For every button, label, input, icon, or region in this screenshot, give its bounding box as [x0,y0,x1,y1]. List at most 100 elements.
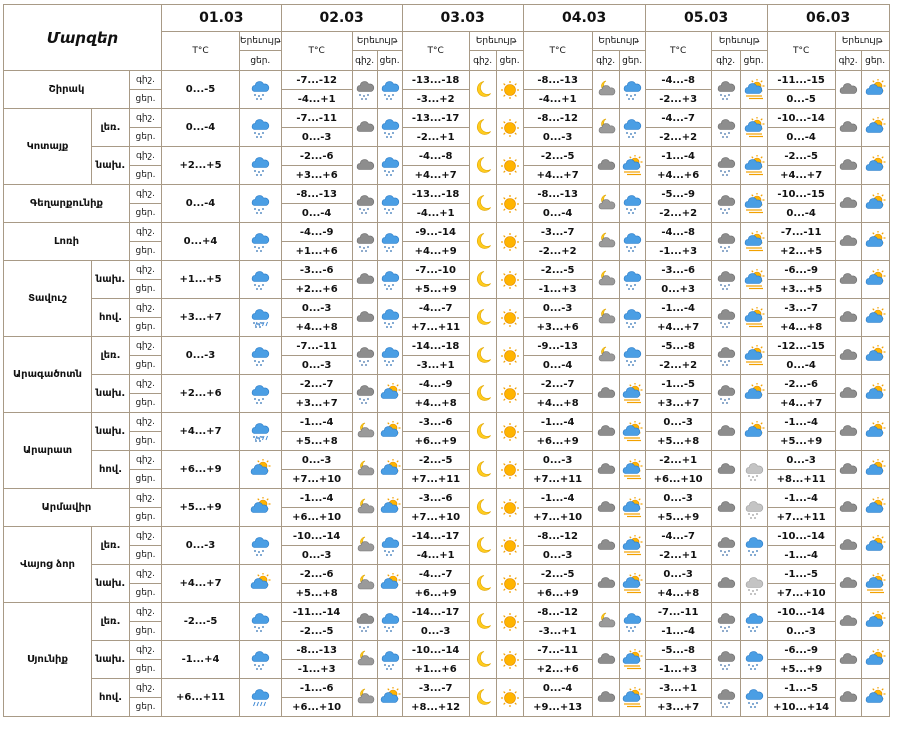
sun-cloud-wind-icon [618,412,646,451]
sun-cloud-icon [860,640,890,679]
temperature-night: -4...-8 [644,70,712,90]
moon-cloud-icon [351,564,378,603]
cloud-light-icon [739,450,768,489]
time-of-day: գիշ. [129,678,162,698]
temperature-day: +1...+6 [280,241,353,261]
sun-icon [495,146,524,185]
snow-cloud-icon [376,336,403,375]
moon-icon [468,336,497,375]
cloud-light-icon [739,488,768,527]
forecast-table: Մարզեր 01.03 02.03 03.03 04.03 05.03 06.03 T°C Ե… [3,4,890,717]
temperature-day: -2...+2 [644,127,712,147]
moon-cloud-icon [591,260,620,299]
sun-icon [495,184,524,223]
sun-cloud-icon [860,146,890,185]
temperature-night: -9...-14 [401,222,470,242]
cloud-snow-icon [710,640,741,679]
cloud-icon [591,146,620,185]
temperature-day: -1...+3 [280,659,353,679]
cloud-icon [591,488,620,527]
sun-icon [495,222,524,261]
weather-col-header: Երեւույթ [351,31,403,51]
temperature-night: -3...-6 [401,488,470,508]
temperature-day: 0...+3 [644,279,712,299]
date-header: 04.03 [522,4,646,32]
table-row: նախ. գիշ. +2...+5 -2...-6 -4...-8 -2...-5 -1..… [4,146,890,185]
temperature-night: -10...-14 [766,526,836,546]
temperature: 0...-4 [161,184,240,223]
temperature-day: +3...+7 [644,393,712,413]
temperature: +2...+5 [161,146,240,185]
cloud-snow-icon [710,678,741,717]
cloud-icon [834,184,862,223]
snow-cloud-icon [618,602,646,641]
night-subheader: գիշ. [351,50,378,71]
temperature-night: -11...-14 [280,602,353,622]
sun-cloud-wind-icon [739,260,768,299]
temperature-night: -3...-6 [401,412,470,432]
sun-cloud-icon [860,374,890,413]
temperature-day: +5...+8 [644,431,712,451]
temperature-day: 0...-3 [280,545,353,565]
temperature-night: 0...-3 [280,450,353,470]
cloud-snow-icon [710,222,741,261]
cloud-icon [834,222,862,261]
temperature-day: +3...+7 [644,697,712,717]
time-of-day: գիշ. [129,70,162,90]
temperature-night: -1...-4 [522,412,593,432]
sun-cloud-icon [860,336,890,375]
snow-cloud-icon [239,222,282,261]
table-row: Շիրակ գիշ. 0...-5 -7...-12 -13...-18 -8...-13… [3,70,890,109]
temperature-day: 0...-3 [522,545,593,565]
snow-cloud-icon [376,222,403,261]
time-of-day: ցեր. [129,507,162,527]
sun-cloud-icon [860,70,890,109]
temperature: 0...-4 [161,108,240,147]
time-of-day: ցեր. [129,621,162,641]
region-name: Արագածոտն [3,336,92,413]
temperature: +4...+7 [161,564,240,603]
zone-name: նախ. [91,260,130,299]
temperature-day: +4...+8 [401,393,470,413]
temperature-night: -4...-9 [280,222,353,242]
moon-icon [468,184,497,223]
temperature-night: 0...-3 [522,298,593,318]
sun-cloud-wind-icon [618,678,646,717]
time-of-day: գիշ. [129,450,162,470]
date-header: 06.03 [766,4,890,32]
date-header: 05.03 [644,4,768,32]
time-of-day: ցեր. [129,393,162,413]
sun-cloud-icon [860,526,890,565]
table-row: Տավուշ նախ. գիշ. +1...+5 -3...-6 -7...-10 -2..… [3,260,890,337]
table-row: Արարատ նախ. գիշ. +4...+7 -1...-4 -3...-6 -1...… [3,412,890,489]
temperature-night: -1...-4 [644,146,712,166]
table-row: ցեր. +5...+8 +6...+9 +6...+9 +5...+8 +5...+9 [4,431,890,451]
temperature-night: -1...-5 [766,678,836,698]
day-subheader: ցեր. [239,50,282,71]
time-of-day: գիշ. [129,602,162,622]
temperature-day: +7...+10 [522,507,593,527]
temperature-day: -3...+1 [401,355,470,375]
temperature-day: 0...-4 [522,355,593,375]
cloud-icon [591,678,620,717]
temperature: 0...+4 [161,222,240,261]
time-of-day: գիշ. [129,108,162,128]
region-name: Շիրակ [3,70,130,109]
weather-col-header: Երեւույթ [591,31,646,51]
temperature-day: +1...+6 [401,659,470,679]
sun-cloud-wind-icon [739,298,768,337]
cloud-icon [834,526,862,565]
cloud-icon [834,336,862,375]
temperature-night: 0...-3 [280,298,353,318]
zone-name: հով. [91,678,130,717]
temperature-night: -8...-12 [522,526,593,546]
sun-icon [495,298,524,337]
time-of-day: գիշ. [129,412,162,432]
moon-cloud-icon [351,488,378,527]
day-subheader: ցեր. [618,50,646,71]
snow-cloud-icon [618,108,646,147]
temperature-day: -1...+3 [522,279,593,299]
temperature-night: -14...-17 [401,602,470,622]
moon-icon [468,450,497,489]
temperature-day: +5...+8 [280,583,353,603]
